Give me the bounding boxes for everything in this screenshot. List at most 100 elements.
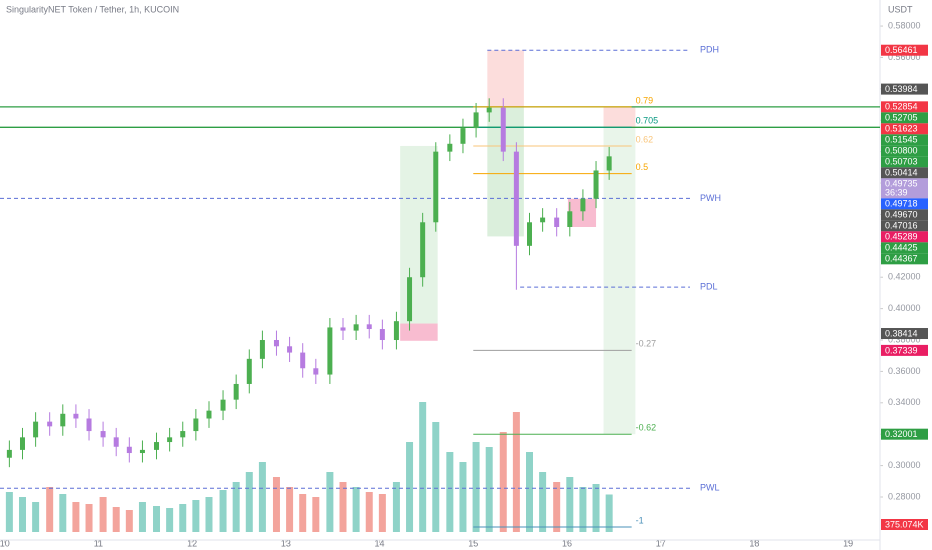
volume-bar — [166, 508, 174, 532]
volume-bar — [153, 506, 161, 532]
candle-body — [593, 170, 599, 199]
volume-bar — [179, 504, 187, 532]
price-tag-label: 0.50703 — [885, 157, 918, 167]
candle-body — [139, 449, 145, 454]
candle-body — [259, 340, 265, 359]
price-tag — [881, 145, 928, 157]
x-tick-label: 16 — [562, 538, 572, 548]
price-tag-label: 0.52705 — [885, 113, 918, 123]
y-tick-label: 0.42000 — [888, 272, 921, 282]
price-tag — [881, 156, 928, 168]
candle-body — [327, 327, 333, 375]
price-tag — [881, 112, 928, 124]
fib-label: -0.27 — [636, 339, 657, 349]
price-tag-label: 0.45289 — [885, 232, 918, 242]
fib-label: 0.5 — [636, 162, 649, 172]
candle-body — [273, 340, 279, 347]
y-tick-label: 0.40000 — [888, 303, 921, 313]
volume-bar — [365, 492, 373, 532]
volume-bar — [406, 442, 414, 532]
candle-body — [486, 107, 492, 113]
fib-label: 0.62 — [636, 134, 654, 144]
volume-bar — [32, 502, 40, 532]
volume-bar — [18, 497, 26, 532]
candle-body — [433, 151, 439, 223]
candle-body — [366, 324, 372, 330]
volume-bar — [59, 494, 67, 532]
x-tick-label: 18 — [749, 538, 759, 548]
price-tag-label: 0.50800 — [885, 146, 918, 156]
volume-bar — [299, 494, 307, 532]
price-tag-label: 0.49670 — [885, 210, 918, 220]
candle-body — [180, 431, 186, 438]
position-zone — [603, 106, 636, 128]
candle-body — [60, 413, 66, 427]
price-tag — [881, 344, 928, 356]
price-tag — [881, 167, 928, 179]
fib-label: 0.79 — [636, 95, 654, 105]
candle-body — [606, 156, 612, 171]
volume-bar — [46, 487, 54, 532]
candle-body — [100, 431, 106, 438]
price-tag — [881, 231, 928, 243]
price-tag-label: 0.51545 — [885, 135, 918, 145]
price-tag-label: 0.49735 — [885, 179, 918, 189]
volume-bar — [286, 487, 294, 532]
volume-tag-label: 375.074K — [885, 519, 924, 529]
volume-bar — [85, 504, 93, 532]
candle-body — [447, 143, 453, 152]
x-tick-label: 17 — [656, 538, 666, 548]
price-tag — [881, 198, 928, 210]
candle-body — [233, 383, 239, 400]
price-tag — [881, 44, 928, 56]
price-tag — [881, 328, 928, 340]
volume-bar — [392, 482, 400, 532]
volume-bar — [125, 510, 133, 532]
volume-bar — [205, 497, 213, 532]
volume-bar — [472, 442, 480, 532]
fib-label: 0.705 — [636, 116, 659, 126]
candle-body — [540, 217, 546, 223]
price-tag-label: 0.32001 — [885, 429, 918, 439]
candle-body — [473, 112, 479, 129]
candle-body — [154, 442, 160, 450]
candle-body — [6, 449, 12, 458]
candle-body — [407, 277, 413, 322]
x-tick-label: 15 — [468, 538, 478, 548]
x-tick-label: 10 — [0, 538, 10, 548]
price-tag-label: 0.47016 — [885, 221, 918, 231]
volume-bar — [312, 497, 320, 532]
price-tag-label: 0.53984 — [885, 84, 918, 94]
volume-bar — [579, 487, 587, 532]
volume-bar — [272, 477, 280, 532]
price-tag — [881, 209, 928, 221]
candle-body — [287, 346, 293, 353]
volume-bar — [605, 494, 613, 532]
fib-label: -0.62 — [636, 423, 657, 433]
candle-body — [526, 222, 532, 246]
level-label: PWL — [700, 483, 720, 493]
price-tag — [881, 220, 928, 232]
volume-bar — [512, 412, 520, 532]
level-label: PDL — [700, 281, 718, 291]
volume-bar — [566, 477, 574, 532]
countdown: 36:39 — [885, 188, 908, 198]
price-tag-label: 0.44367 — [885, 254, 918, 264]
price-tag-label: 0.49718 — [885, 199, 918, 209]
candle-body — [313, 368, 319, 375]
price-tag-label: 0.52854 — [885, 102, 918, 112]
candle-body — [193, 418, 199, 432]
volume-bar — [446, 452, 454, 532]
y-tick-label: 0.28000 — [888, 491, 921, 501]
price-tag — [881, 178, 928, 199]
volume-bar — [72, 502, 80, 532]
volume-bar — [232, 482, 240, 532]
candle-body — [420, 222, 426, 278]
fib-label: -1 — [636, 515, 644, 525]
candle-body — [567, 211, 573, 227]
x-tick-label: 12 — [187, 538, 197, 548]
price-tag — [881, 83, 928, 95]
volume-tag — [881, 519, 928, 530]
price-tag — [881, 123, 928, 135]
